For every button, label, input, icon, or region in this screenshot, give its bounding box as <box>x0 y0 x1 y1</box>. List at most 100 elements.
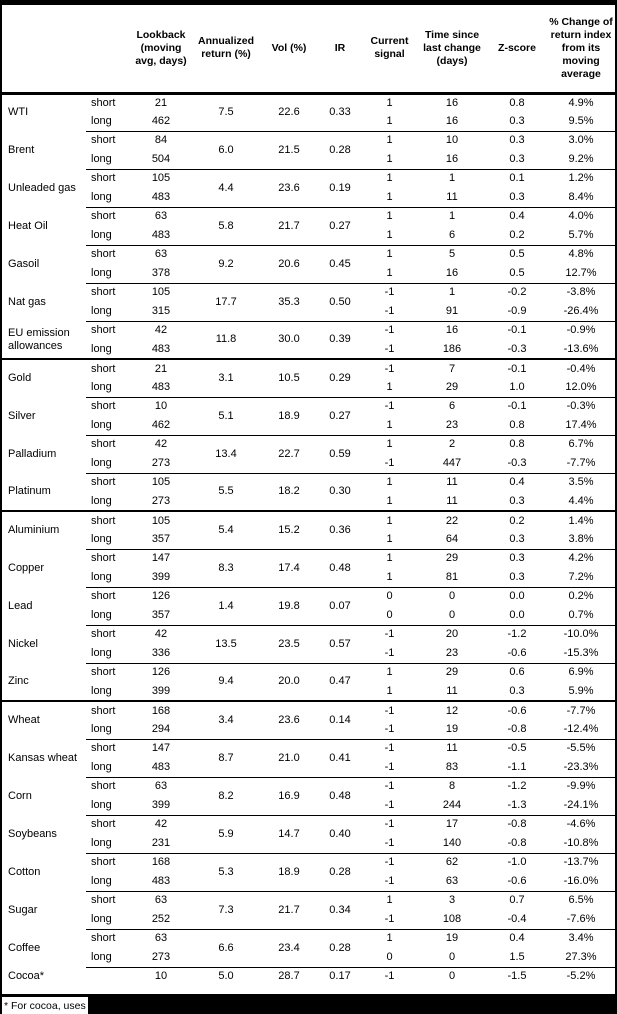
time-since-change-cell: 16 <box>445 114 459 127</box>
time-since-change-cell: 5 <box>417 244 487 264</box>
commodity-name-cell: EU emission allowances <box>8 326 70 352</box>
signal-cell: 1 <box>386 494 393 507</box>
header-current-signal: Current signal <box>362 5 417 95</box>
table-row: long 483 -1 186 -0.3 -13.6% <box>2 340 615 359</box>
table-row: Brent short 84 6.0 21.5 0.28 1 10 0.3 3.0% <box>2 130 615 169</box>
header-z-score: Z-score <box>487 5 547 95</box>
pct-change-cell: -10.0% <box>547 624 615 644</box>
annualized-return-cell: 5.9 <box>192 814 260 853</box>
z-score-cell: -0.1 <box>487 358 547 378</box>
commodity-name-cell: Platinum <box>8 485 51 497</box>
leg-cell: short <box>86 472 130 492</box>
annualized-return-cell: 5.5 <box>192 472 260 511</box>
leg-cell: long <box>91 684 112 697</box>
signal-cell: -1 <box>362 320 417 340</box>
leg-cell: long <box>91 760 112 773</box>
annualized-return-cell: 13.4 <box>192 434 260 473</box>
signal-cell: 1 <box>362 130 417 150</box>
pct-change-cell: 8.4% <box>568 190 594 203</box>
commodity-name-cell: WTI <box>8 106 29 119</box>
commodity-name-cell: Soybeans <box>8 827 57 840</box>
annualized-return-cell: 13.5 <box>192 624 260 663</box>
vol-cell: 23.6 <box>260 168 318 207</box>
table-row: long 378 1 16 0.5 12.7% <box>2 264 615 283</box>
annualized-return-cell: 11.8 <box>192 320 260 359</box>
leg-cell: short <box>86 928 130 948</box>
ir-cell: 0.07 <box>318 586 362 625</box>
table-row: Corn short 63 8.2 16.9 0.48 -1 8 -1.2 -9.9% <box>2 776 615 815</box>
z-score-cell: 0.1 <box>487 168 547 188</box>
signal-cell: 1 <box>362 244 417 264</box>
table-row: long 231 -1 140 -0.8 -10.8% <box>2 834 615 853</box>
table-row: long 462 1 23 0.8 17.4% <box>2 416 615 435</box>
vol-cell: 21.7 <box>260 206 318 245</box>
ir-cell: 0.30 <box>318 472 362 511</box>
signal-cell: 1 <box>362 662 417 682</box>
commodity-name-cell: Brent <box>8 143 35 156</box>
leg-cell: long <box>91 798 112 811</box>
z-score-cell: -1.0 <box>487 852 547 872</box>
table-row: long 483 -1 63 -0.6 -16.0% <box>2 872 615 891</box>
pct-change-cell: -7.6% <box>566 912 596 925</box>
time-since-change-cell: 0 <box>448 608 456 621</box>
lookback-cell: 126 <box>130 662 192 682</box>
time-since-change-cell: 23 <box>445 646 459 659</box>
table-row: long 315 -1 91 -0.9 -26.4% <box>2 302 615 321</box>
leg-cell: long <box>91 494 112 507</box>
vol-cell: 18.9 <box>260 852 318 891</box>
table-row: Lead short 126 1.4 19.8 0.07 0 0 0.0 0.2% <box>2 586 615 625</box>
vol-cell: 18.9 <box>260 396 318 435</box>
annualized-return-cell: 3.1 <box>192 358 260 397</box>
pct-change-cell: -0.4% <box>547 358 615 378</box>
leg-cell: short <box>86 776 130 796</box>
z-score-cell: 0.8 <box>509 418 525 431</box>
leg-cell: short <box>86 510 130 530</box>
leg-cell: long <box>91 342 112 355</box>
commodity-name-cell: Lead <box>8 599 33 612</box>
z-score-cell: -1.3 <box>507 798 527 811</box>
signal-cell: 1 <box>386 532 393 545</box>
ir-cell: 0.19 <box>318 168 362 207</box>
lookback-cell: 399 <box>151 570 171 583</box>
leg-cell: short <box>86 320 130 340</box>
table-row: long 273 -1 447 -0.3 -7.7% <box>2 454 615 473</box>
z-score-cell: -1.1 <box>507 760 527 773</box>
commodity-name-cell: Gasoil <box>8 257 40 270</box>
commodity-name-cell: Cocoa* <box>8 970 45 982</box>
annualized-return-cell: 5.0 <box>192 966 260 986</box>
table-row: Aluminium short 105 5.4 15.2 0.36 1 22 0.2 1.4% <box>2 510 615 549</box>
ir-cell: 0.29 <box>318 358 362 397</box>
z-score-cell: 1.5 <box>509 950 525 963</box>
time-since-change-cell: 16 <box>445 152 459 165</box>
time-since-change-cell: 3 <box>417 890 487 910</box>
signal-cell: 1 <box>362 206 417 226</box>
ir-cell: 0.40 <box>318 814 362 853</box>
time-since-change-cell: 6 <box>448 228 456 241</box>
lookback-cell: 63 <box>130 776 192 796</box>
lookback-cell: 357 <box>151 608 171 621</box>
leg-cell: long <box>91 152 112 165</box>
time-since-change-cell: 62 <box>417 852 487 872</box>
signal-cell: 1 <box>362 434 417 454</box>
signal-cell: 1 <box>386 152 393 165</box>
annualized-return-cell: 9.4 <box>192 662 260 701</box>
signal-cell: 1 <box>386 190 393 203</box>
leg-cell: long <box>91 456 112 469</box>
leg-cell: short <box>86 586 130 606</box>
vol-cell: 18.2 <box>260 472 318 511</box>
z-score-cell: 1.0 <box>509 380 525 393</box>
annualized-return-cell: 6.6 <box>192 928 260 967</box>
time-since-change-cell: 186 <box>442 342 462 355</box>
leg-cell: long <box>91 266 112 279</box>
pct-change-cell: -9.9% <box>547 776 615 796</box>
signal-cell: 1 <box>386 228 393 241</box>
commodity-name-cell: Corn <box>8 789 32 802</box>
time-since-change-cell: 108 <box>442 912 462 925</box>
signal-cell: -1 <box>384 798 395 811</box>
leg-cell: short <box>86 130 130 150</box>
lookback-cell: 42 <box>130 814 192 834</box>
lookback-cell: 63 <box>130 206 192 226</box>
signal-cell: -1 <box>384 836 395 849</box>
vol-cell: 19.8 <box>260 586 318 625</box>
z-score-cell: 0.3 <box>509 152 525 165</box>
